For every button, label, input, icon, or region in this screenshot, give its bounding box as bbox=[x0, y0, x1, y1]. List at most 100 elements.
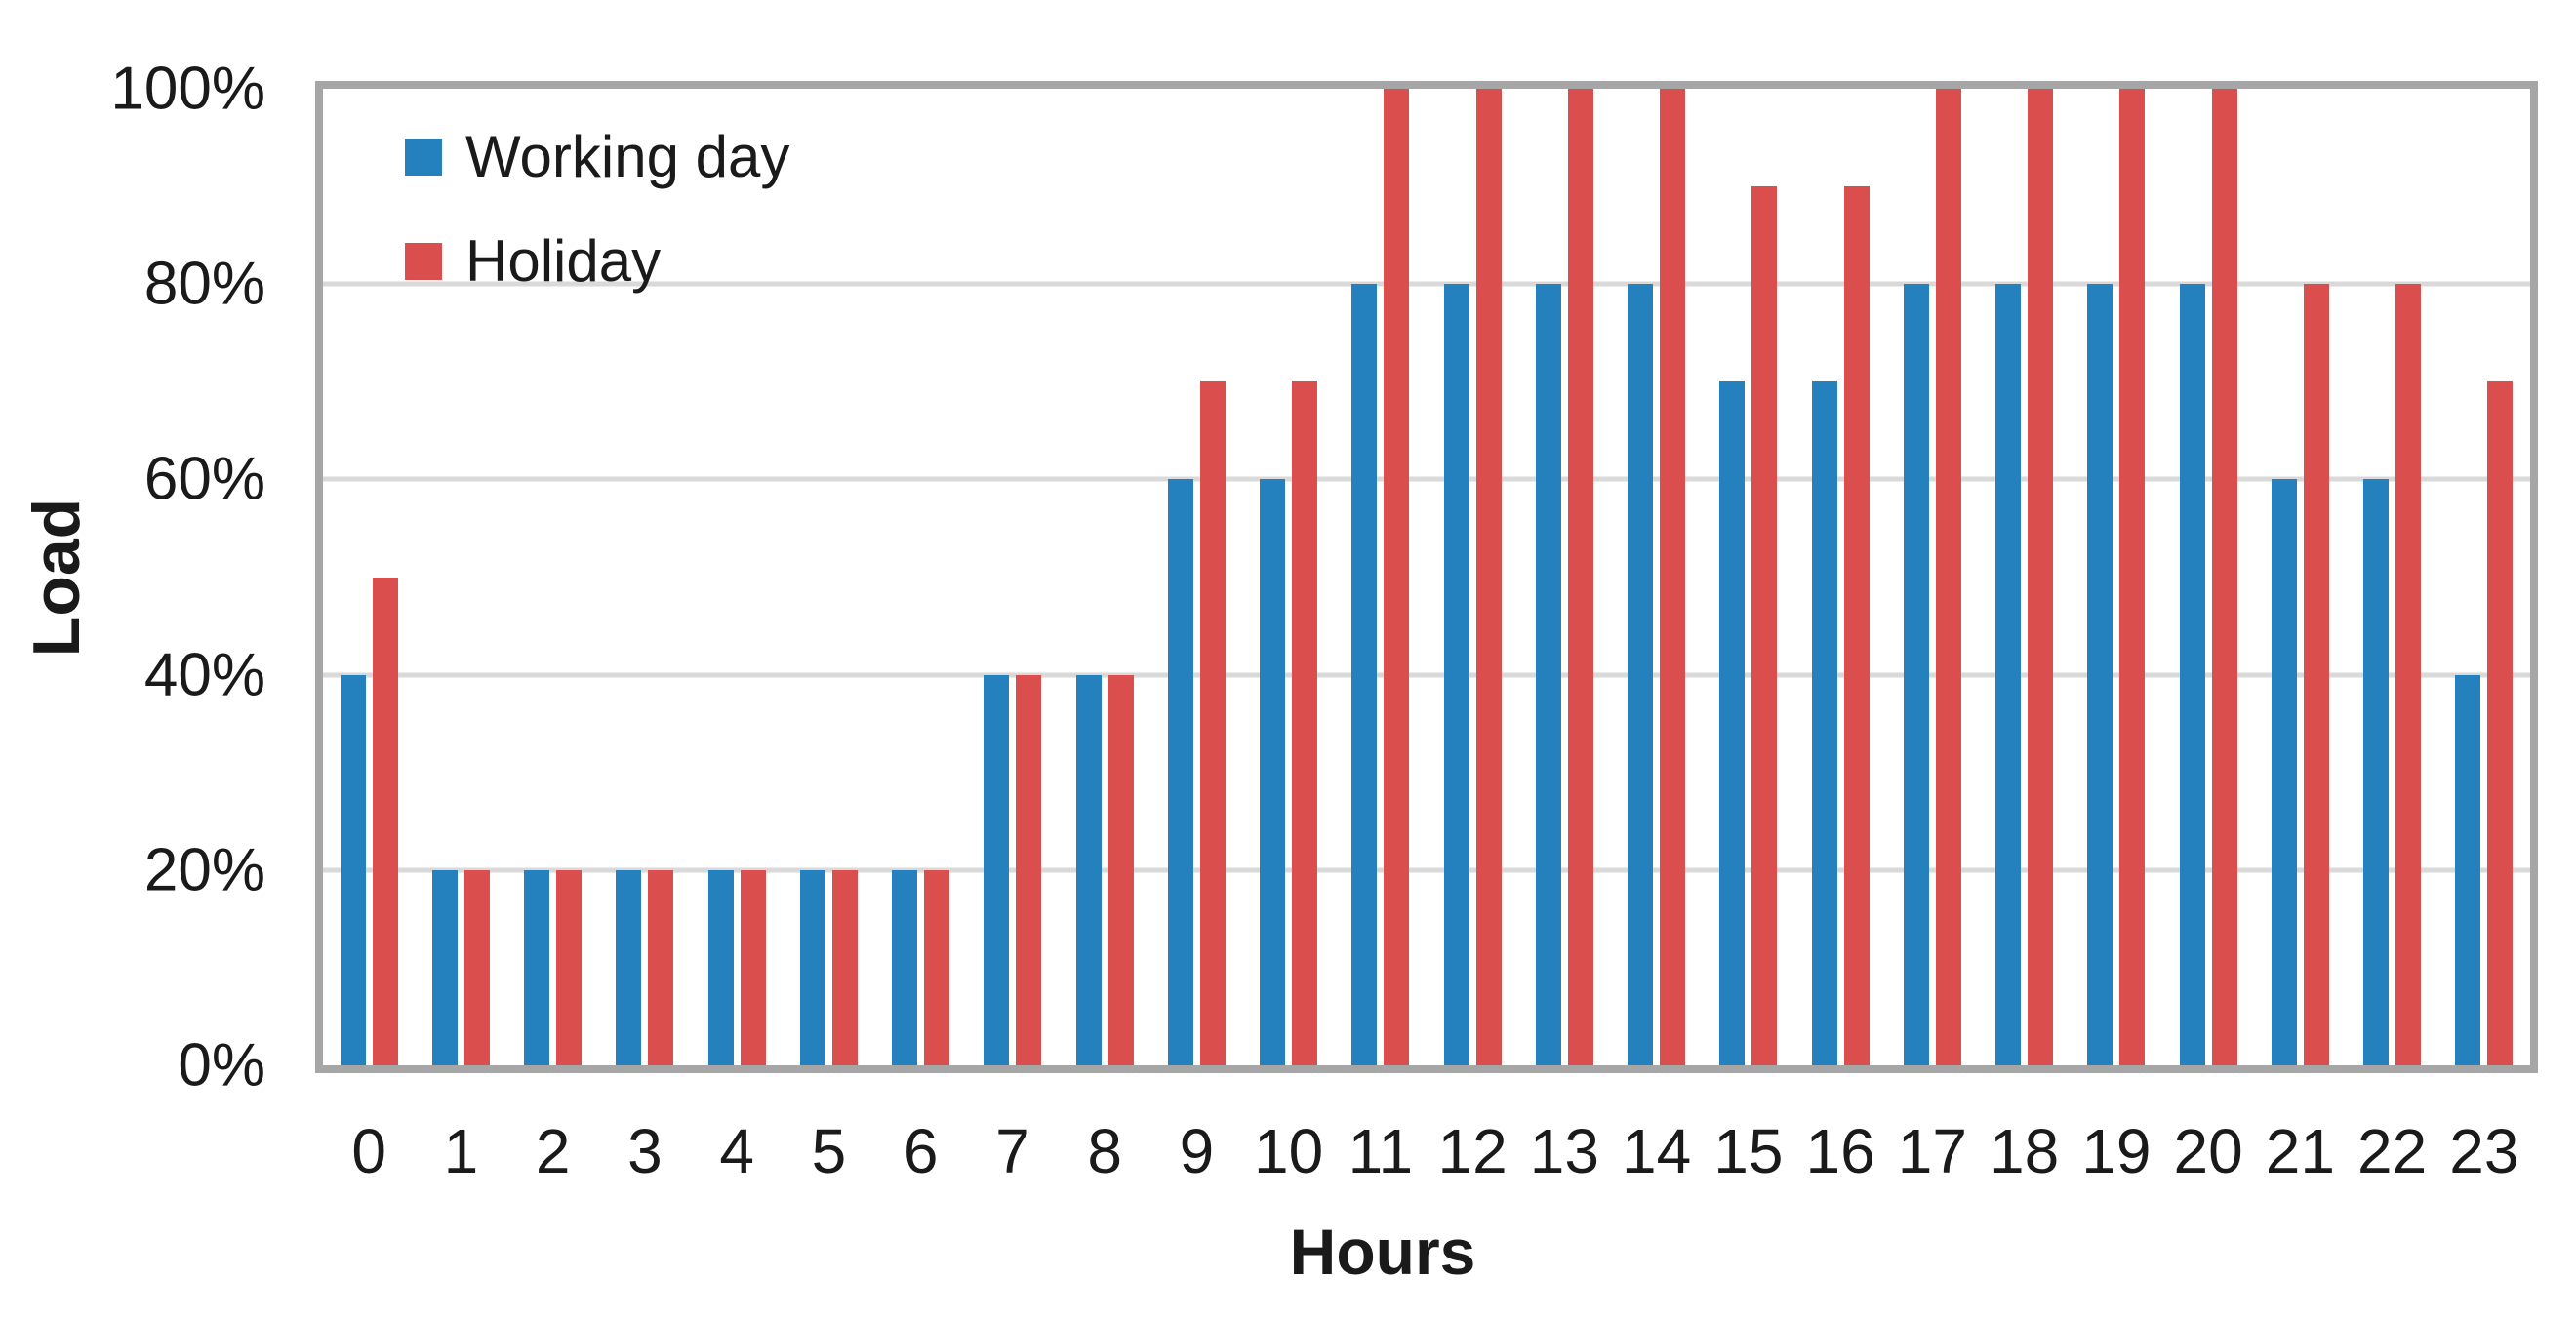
hour-group-11 bbox=[1335, 89, 1427, 1065]
bar-working-day-hour-17 bbox=[1903, 284, 1929, 1065]
x-tick-label-18: 18 bbox=[1990, 1116, 2060, 1186]
x-tick-label-10: 10 bbox=[1254, 1116, 1324, 1186]
hour-group-0 bbox=[323, 89, 415, 1065]
x-tick-label-16: 16 bbox=[1805, 1116, 1875, 1186]
x-tick-label-23: 23 bbox=[2449, 1116, 2519, 1186]
bar-working-day-hour-9 bbox=[1167, 479, 1193, 1065]
bar-holiday-hour-9 bbox=[1199, 381, 1226, 1065]
bar-holiday-hour-23 bbox=[2487, 381, 2514, 1065]
bar-working-day-hour-18 bbox=[1995, 284, 2022, 1065]
y-tick-label-80: 80% bbox=[143, 250, 265, 318]
x-tick-label-2: 2 bbox=[535, 1116, 571, 1186]
x-tick-label-22: 22 bbox=[2357, 1116, 2428, 1186]
bar-working-day-hour-16 bbox=[1811, 381, 1837, 1065]
x-tick-label-11: 11 bbox=[1348, 1116, 1414, 1186]
bar-holiday-hour-3 bbox=[648, 869, 674, 1065]
hour-group-13 bbox=[1518, 89, 1610, 1065]
bar-working-day-hour-15 bbox=[1719, 381, 1746, 1065]
bar-holiday-hour-2 bbox=[556, 869, 583, 1065]
bar-holiday-hour-1 bbox=[463, 869, 490, 1065]
gridline-40 bbox=[323, 672, 2530, 678]
y-tick-label-60: 60% bbox=[143, 445, 265, 513]
hour-group-8 bbox=[1059, 89, 1150, 1065]
hour-group-21 bbox=[2254, 89, 2346, 1065]
x-tick-label-14: 14 bbox=[1622, 1116, 1692, 1186]
y-tick-label-40: 40% bbox=[143, 641, 265, 709]
hour-group-23 bbox=[2438, 89, 2530, 1065]
x-tick-label-7: 7 bbox=[995, 1116, 1030, 1186]
y-axis-tick-labels: 0% 20% 40% 60% 80% 100% bbox=[0, 0, 265, 1318]
x-tick-label-19: 19 bbox=[2081, 1116, 2152, 1186]
hour-group-20 bbox=[2162, 89, 2254, 1065]
bar-working-day-hour-11 bbox=[1351, 284, 1378, 1065]
legend: Working day Holiday bbox=[405, 128, 789, 291]
gridline-20 bbox=[323, 867, 2530, 873]
hour-group-4 bbox=[691, 89, 783, 1065]
bar-working-day-hour-12 bbox=[1443, 284, 1469, 1065]
bar-holiday-hour-5 bbox=[831, 869, 858, 1065]
x-tick-label-5: 5 bbox=[811, 1116, 847, 1186]
hour-group-18 bbox=[1979, 89, 2071, 1065]
bar-holiday-hour-12 bbox=[1475, 89, 1502, 1065]
bar-working-day-hour-3 bbox=[616, 869, 642, 1065]
gridline-80 bbox=[323, 281, 2530, 287]
hour-group-2 bbox=[507, 89, 599, 1065]
hour-group-15 bbox=[1703, 89, 1794, 1065]
bar-working-day-hour-10 bbox=[1260, 479, 1286, 1065]
x-axis-tick-labels: 0 1 2 3 4 5 6 7 8 9 10 11 12 13 14 15 16 17 18 19 20 21 22 23 bbox=[323, 1107, 2530, 1195]
bar-working-day-hour-23 bbox=[2455, 674, 2481, 1065]
hour-group-3 bbox=[599, 89, 691, 1065]
legend-label-holiday: Holiday bbox=[465, 228, 662, 294]
bar-holiday-hour-10 bbox=[1292, 381, 1318, 1065]
bar-working-day-hour-20 bbox=[2179, 284, 2205, 1065]
bar-holiday-hour-20 bbox=[2211, 89, 2237, 1065]
bar-working-day-hour-0 bbox=[340, 674, 366, 1065]
legend-item-working-day: Working day bbox=[405, 128, 789, 186]
bar-holiday-hour-17 bbox=[1935, 89, 1961, 1065]
bar-working-day-hour-2 bbox=[524, 869, 550, 1065]
y-tick-label-20: 20% bbox=[143, 836, 265, 904]
bar-holiday-hour-11 bbox=[1384, 89, 1410, 1065]
legend-item-holiday: Holiday bbox=[405, 232, 789, 291]
bar-holiday-hour-15 bbox=[1751, 186, 1778, 1065]
bar-holiday-hour-4 bbox=[740, 869, 766, 1065]
bar-working-day-hour-6 bbox=[892, 869, 918, 1065]
hour-group-1 bbox=[415, 89, 506, 1065]
bar-working-day-hour-21 bbox=[2271, 479, 2297, 1065]
bar-holiday-hour-16 bbox=[1843, 186, 1870, 1065]
legend-label-working-day: Working day bbox=[465, 124, 790, 189]
hour-group-6 bbox=[875, 89, 967, 1065]
x-tick-label-6: 6 bbox=[903, 1116, 939, 1186]
hour-group-19 bbox=[2071, 89, 2162, 1065]
gridline-60 bbox=[323, 476, 2530, 482]
bar-groups bbox=[323, 89, 2530, 1065]
bar-working-day-hour-5 bbox=[799, 869, 825, 1065]
x-tick-label-8: 8 bbox=[1087, 1116, 1122, 1186]
x-tick-label-21: 21 bbox=[2265, 1116, 2335, 1186]
plot-area: Working day Holiday bbox=[315, 81, 2538, 1073]
x-tick-label-17: 17 bbox=[1897, 1116, 1967, 1186]
legend-swatch-holiday bbox=[405, 243, 442, 280]
legend-swatch-working-day bbox=[405, 139, 442, 176]
bar-holiday-hour-19 bbox=[2119, 89, 2146, 1065]
y-tick-label-100: 100% bbox=[110, 55, 265, 123]
hour-group-16 bbox=[1794, 89, 1886, 1065]
x-tick-label-13: 13 bbox=[1529, 1116, 1599, 1186]
hour-group-10 bbox=[1243, 89, 1335, 1065]
bar-holiday-hour-0 bbox=[372, 577, 398, 1065]
bar-working-day-hour-7 bbox=[984, 674, 1010, 1065]
bar-working-day-hour-13 bbox=[1535, 284, 1561, 1065]
hour-group-7 bbox=[967, 89, 1059, 1065]
x-tick-label-12: 12 bbox=[1437, 1116, 1508, 1186]
y-tick-label-0: 0% bbox=[178, 1031, 265, 1099]
hour-group-12 bbox=[1427, 89, 1518, 1065]
x-tick-label-15: 15 bbox=[1713, 1116, 1784, 1186]
bar-holiday-hour-13 bbox=[1567, 89, 1593, 1065]
bar-working-day-hour-19 bbox=[2087, 284, 2113, 1065]
bar-working-day-hour-1 bbox=[431, 869, 458, 1065]
x-tick-label-1: 1 bbox=[443, 1116, 479, 1186]
x-tick-label-4: 4 bbox=[719, 1116, 754, 1186]
hour-group-9 bbox=[1150, 89, 1242, 1065]
hour-group-17 bbox=[1886, 89, 1978, 1065]
bar-holiday-hour-22 bbox=[2395, 284, 2422, 1065]
